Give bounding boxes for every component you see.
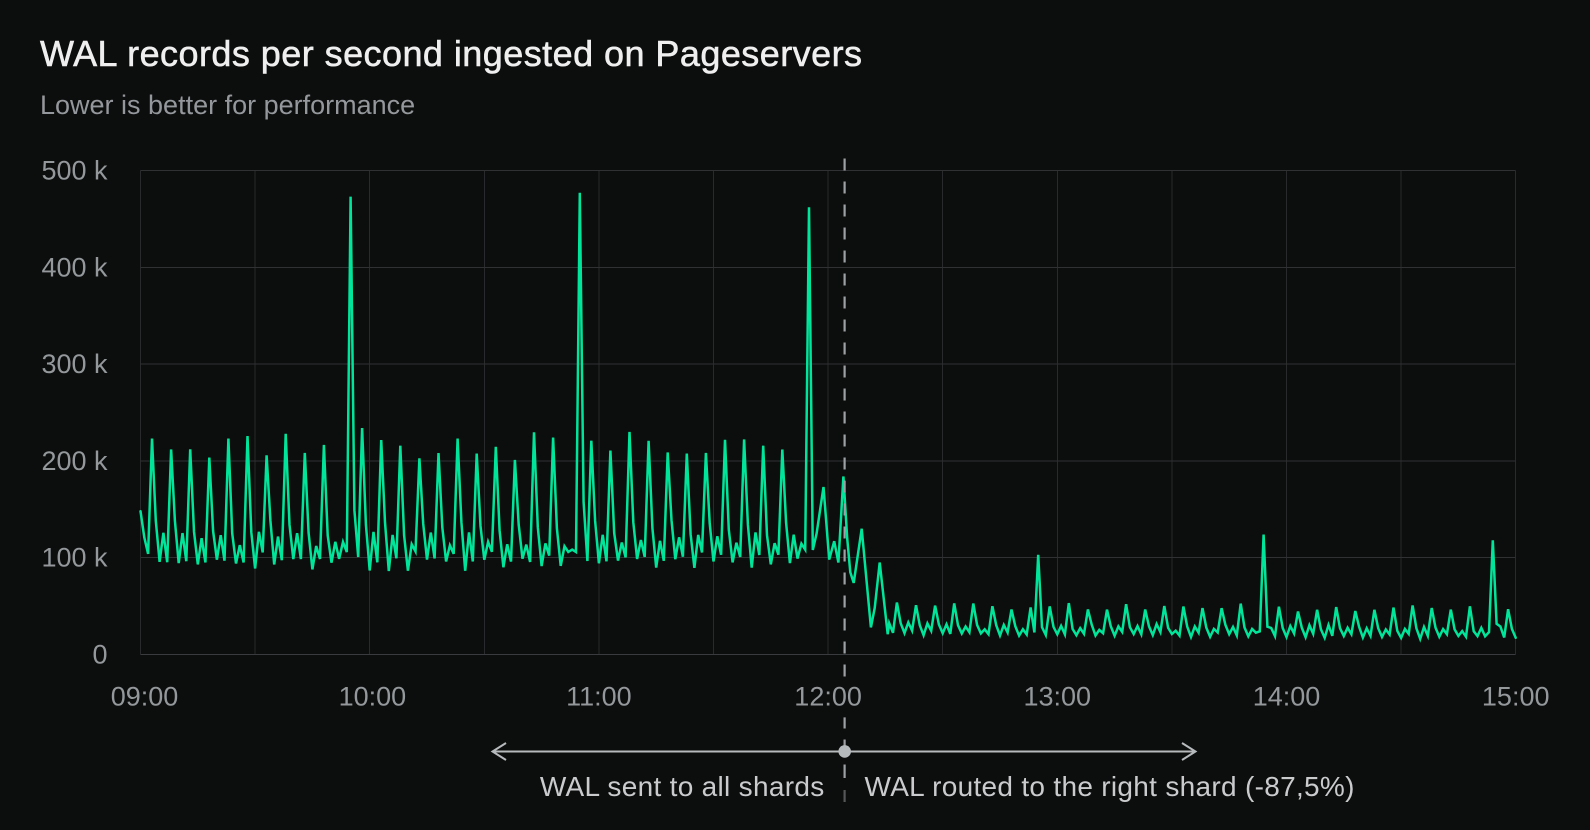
svg-text:200 k: 200 k — [41, 446, 108, 476]
svg-text:12:00: 12:00 — [794, 682, 862, 712]
svg-text:10:00: 10:00 — [339, 682, 407, 712]
svg-text:14:00: 14:00 — [1253, 682, 1321, 712]
svg-text:400 k: 400 k — [41, 252, 108, 282]
svg-text:WAL sent to all shards: WAL sent to all shards — [540, 771, 825, 802]
svg-text:500 k: 500 k — [41, 156, 108, 186]
svg-text:13:00: 13:00 — [1024, 682, 1092, 712]
svg-text:WAL routed to the right shard: WAL routed to the right shard (-87,5%) — [865, 771, 1355, 802]
svg-text:100 k: 100 k — [41, 543, 108, 573]
svg-text:09:00: 09:00 — [111, 682, 179, 712]
svg-text:15:00: 15:00 — [1482, 682, 1550, 712]
svg-text:300 k: 300 k — [41, 349, 108, 379]
svg-text:11:00: 11:00 — [566, 682, 632, 712]
svg-text:0: 0 — [92, 640, 107, 670]
